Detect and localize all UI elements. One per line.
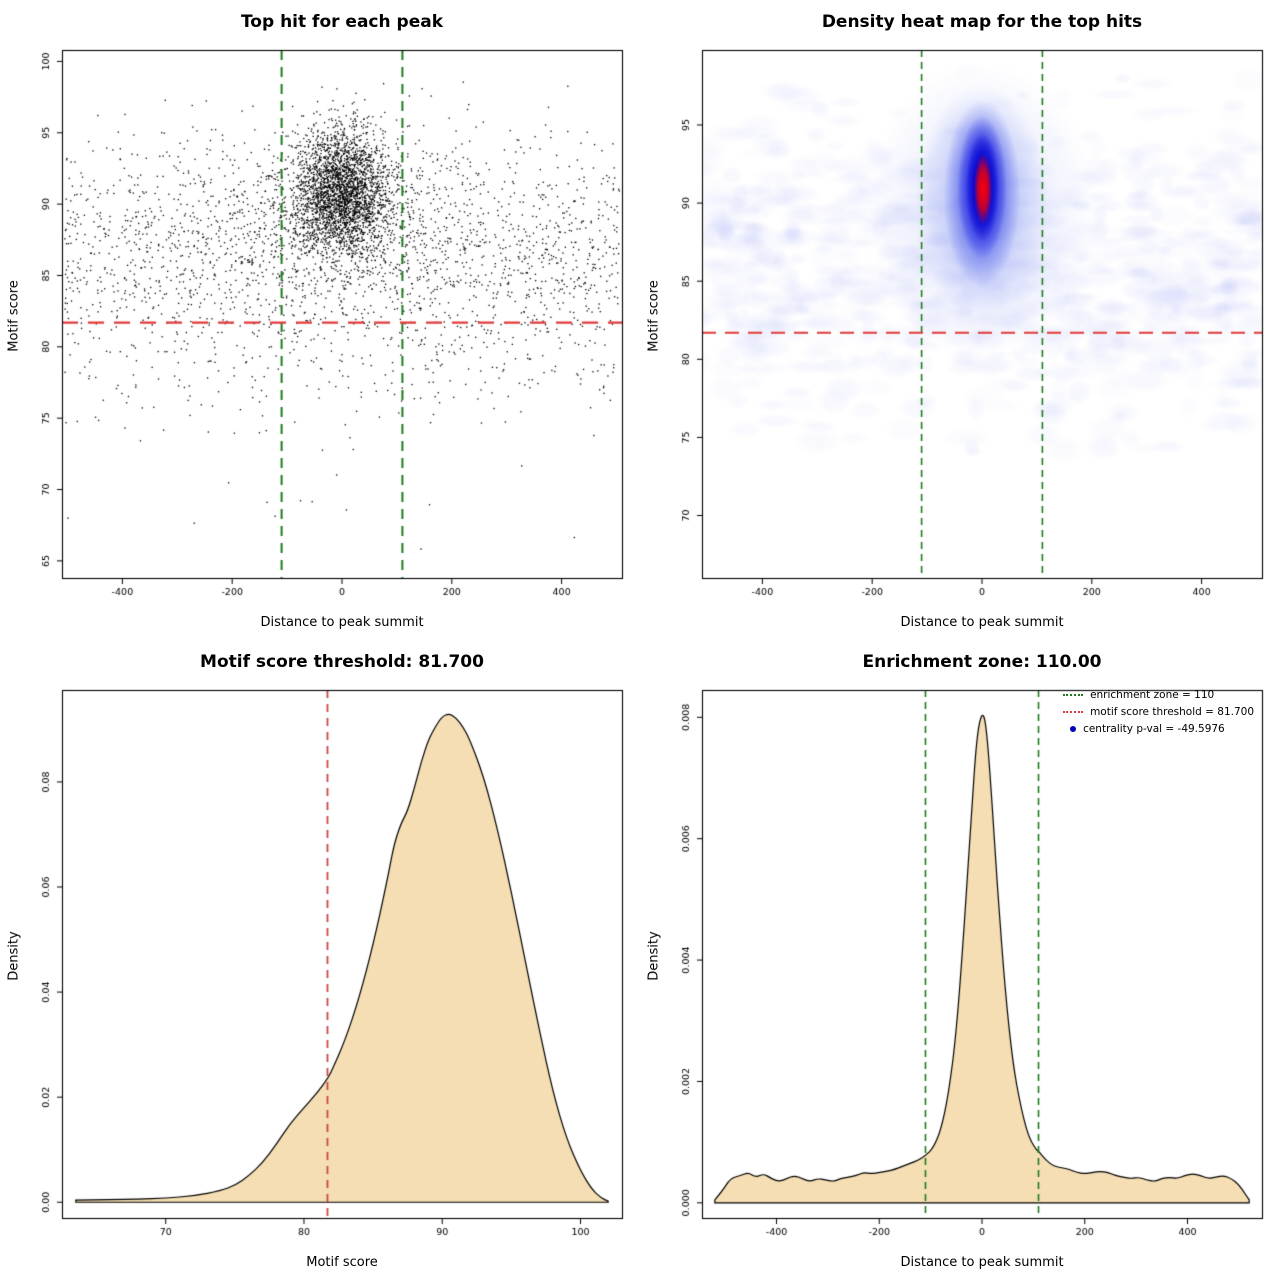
- legend-item-centrality-pval: centrality p-val = -49.5976: [1063, 720, 1254, 737]
- chart-title: Density heat map for the top hits: [821, 12, 1143, 32]
- panel-density-heatmap: Density heat map for the top hits Distan…: [640, 0, 1280, 640]
- chart-title: Motif score threshold: 81.700: [200, 652, 484, 672]
- legend-line-icon-green: [1063, 693, 1084, 696]
- legend-item-enrichment-zone: enrichment zone = 110: [1063, 686, 1254, 703]
- y-axis-label: Density: [6, 931, 22, 981]
- y-axis-label: Motif score: [646, 280, 662, 352]
- legend-line-icon-red: [1063, 710, 1084, 713]
- heatmap-plot-canvas: [640, 0, 1280, 640]
- panel-enrichment-zone-density: Enrichment zone: 110.00 Distance to peak…: [640, 640, 1280, 1280]
- x-axis-label: Motif score: [306, 1255, 378, 1270]
- summit-density-canvas: [640, 640, 1280, 1280]
- chart-title: Enrichment zone: 110.00: [862, 652, 1102, 672]
- x-axis-label: Distance to peak summit: [900, 1255, 1064, 1270]
- chart-title: Top hit for each peak: [240, 12, 444, 32]
- x-axis-label: Distance to peak summit: [900, 615, 1064, 630]
- scatter-plot-canvas: [0, 0, 640, 640]
- plot-legend: enrichment zone = 110 motif score thresh…: [1063, 686, 1254, 737]
- x-axis-label: Distance to peak summit: [260, 615, 424, 630]
- legend-label: enrichment zone = 110: [1090, 688, 1215, 701]
- legend-dot-icon-blue: [1070, 725, 1077, 732]
- legend-label: motif score threshold = 81.700: [1090, 705, 1254, 718]
- y-axis-label: Density: [646, 931, 662, 981]
- panel-score-threshold-density: Motif score threshold: 81.700 Motif scor…: [0, 640, 640, 1280]
- panel-top-hit-scatter: Top hit for each peak Distance to peak s…: [0, 0, 640, 640]
- y-axis-label: Motif score: [6, 280, 22, 352]
- legend-item-score-threshold: motif score threshold = 81.700: [1063, 703, 1254, 720]
- score-density-canvas: [0, 640, 640, 1280]
- legend-label: centrality p-val = -49.5976: [1083, 722, 1225, 735]
